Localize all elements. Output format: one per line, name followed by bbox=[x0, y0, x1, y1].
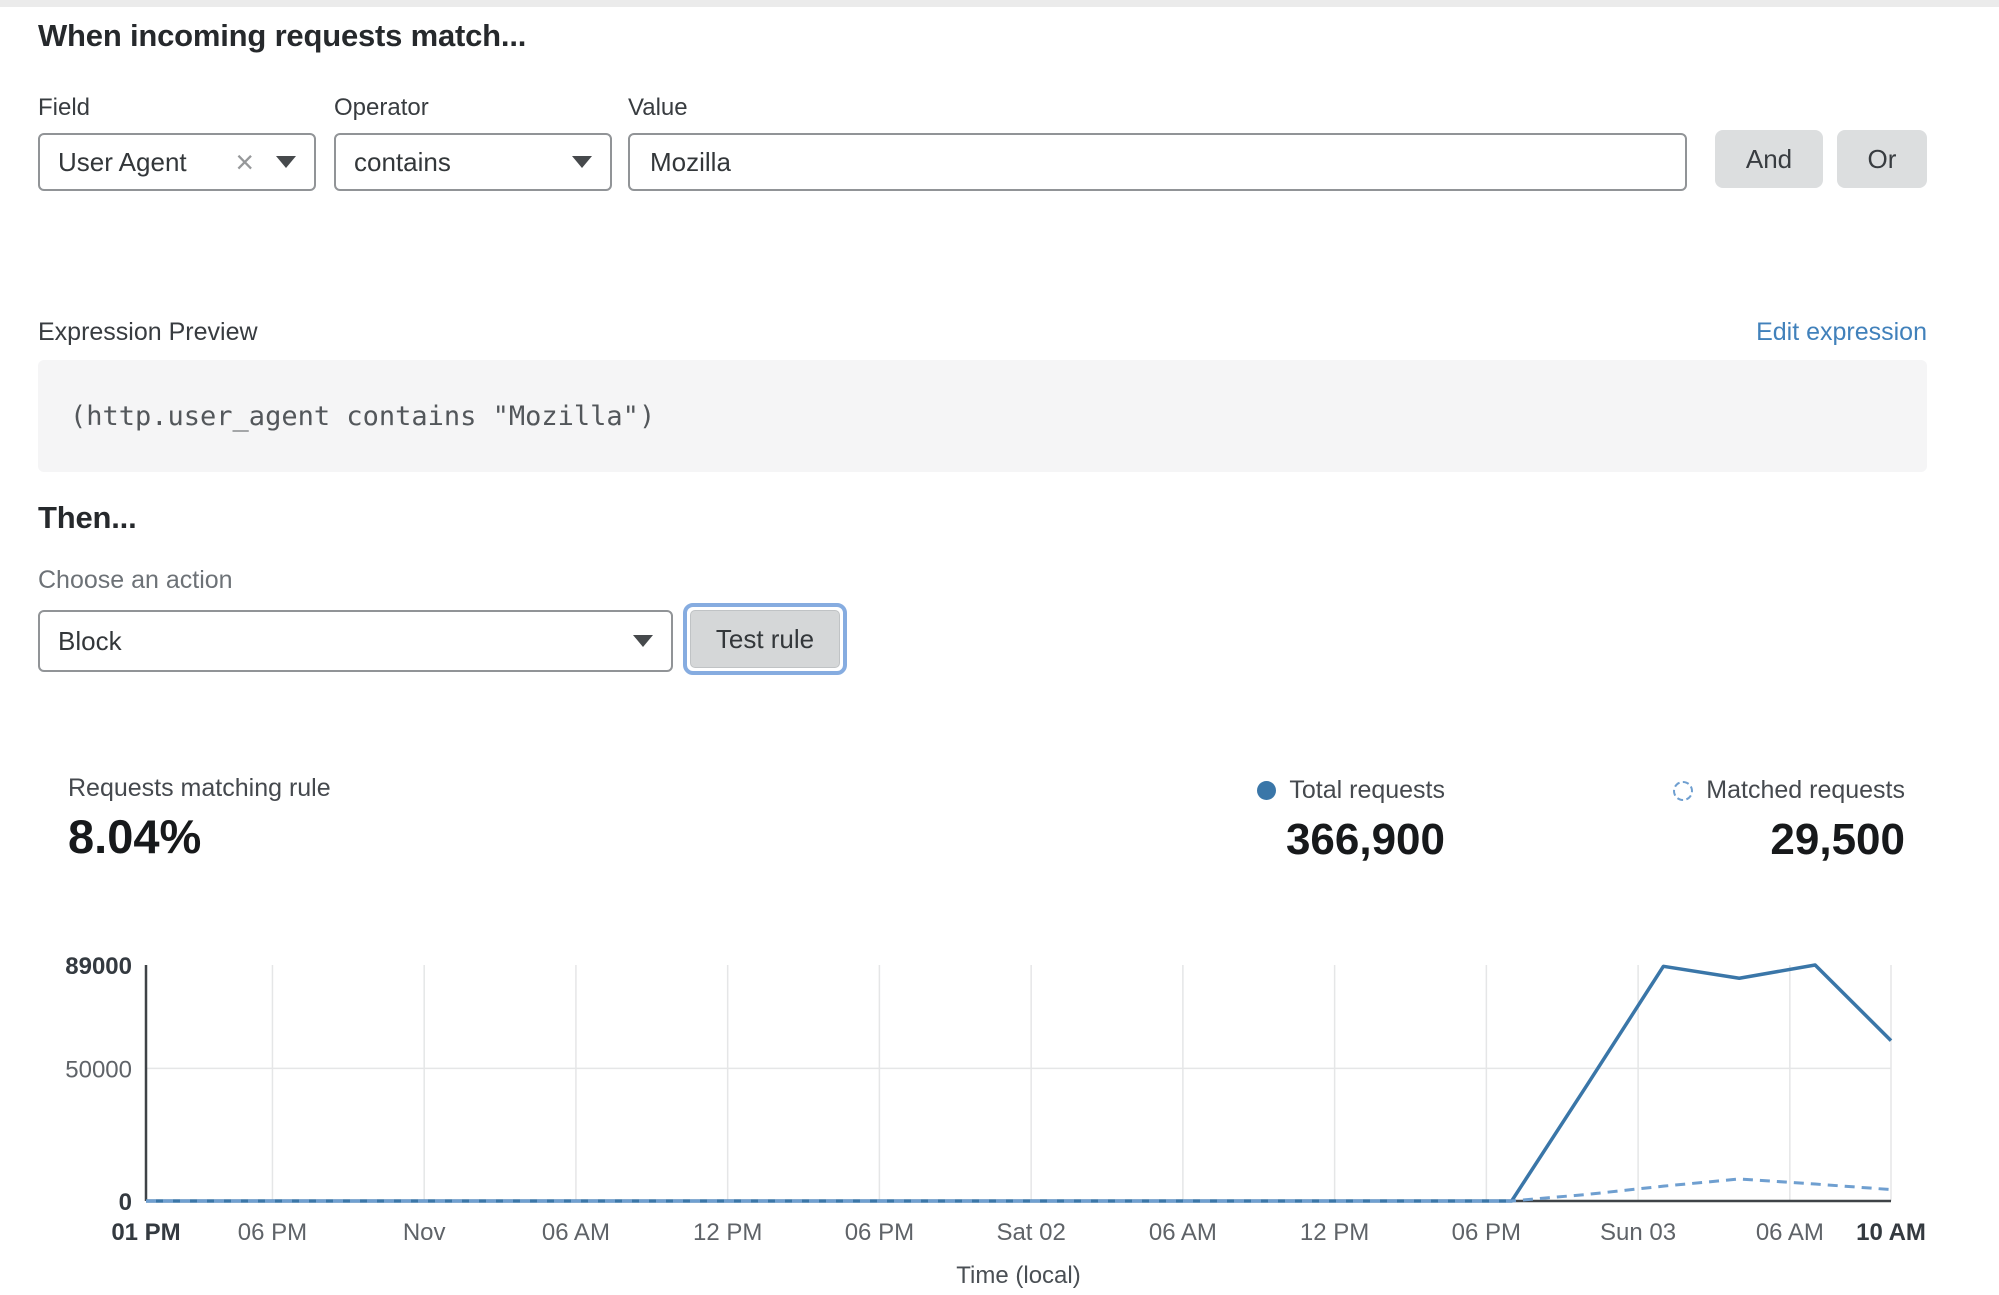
requests-matching-stat: Requests matching rule 8.04% bbox=[68, 774, 331, 864]
matched-requests-stat: Matched requests 29,500 bbox=[1673, 776, 1905, 865]
clear-field-icon[interactable]: × bbox=[235, 144, 254, 180]
operator-select[interactable]: contains bbox=[334, 133, 612, 191]
x-tick-label: 10 AM bbox=[1856, 1219, 1926, 1246]
requests-line-chart: 0 50000 89000 01 PM 06 PM Nov 06 AM 12 PM 06 PM S… bbox=[65, 953, 1926, 1289]
operator-label: Operator bbox=[334, 94, 429, 121]
page-title: When incoming requests match... bbox=[38, 18, 527, 53]
x-tick-label: 06 AM bbox=[542, 1219, 610, 1246]
x-tick-label: 06 PM bbox=[845, 1219, 914, 1246]
x-tick-label: 12 PM bbox=[693, 1219, 762, 1246]
x-tick-label: 06 PM bbox=[238, 1219, 307, 1246]
expression-preview-box: (http.user_agent contains "Mozilla") bbox=[38, 360, 1927, 472]
then-heading: Then... bbox=[38, 500, 137, 535]
value-input-text: Mozilla bbox=[650, 146, 731, 177]
expression-code: (http.user_agent contains "Mozilla") bbox=[70, 400, 656, 432]
chevron-down-icon[interactable] bbox=[572, 156, 592, 168]
expression-preview-label: Expression Preview bbox=[38, 318, 258, 346]
x-tick-label: Sat 02 bbox=[996, 1219, 1065, 1246]
test-rule-button[interactable]: Test rule bbox=[690, 610, 840, 668]
matched-requests-value: 29,500 bbox=[1770, 815, 1905, 864]
x-tick-label: 06 AM bbox=[1756, 1219, 1824, 1246]
or-button[interactable]: Or bbox=[1837, 130, 1927, 188]
chevron-down-icon[interactable] bbox=[276, 156, 296, 168]
top-divider bbox=[0, 0, 1999, 7]
edit-expression-link[interactable]: Edit expression bbox=[1756, 318, 1927, 346]
action-select-value: Block bbox=[58, 625, 122, 656]
y-tick-label: 50000 bbox=[65, 1056, 132, 1083]
x-tick-label: Sun 03 bbox=[1600, 1219, 1676, 1246]
x-tick-label: Nov bbox=[403, 1219, 446, 1246]
x-tick-label: 12 PM bbox=[1300, 1219, 1369, 1246]
x-tick-label: 01 PM bbox=[111, 1219, 180, 1246]
choose-action-label: Choose an action bbox=[38, 566, 233, 594]
total-requests-legend-icon bbox=[1257, 781, 1277, 800]
test-rule-focus-ring: Test rule bbox=[683, 603, 847, 675]
field-select[interactable]: User Agent × bbox=[38, 133, 316, 191]
total-requests-stat: Total requests 366,900 bbox=[1257, 776, 1445, 865]
x-axis-title: Time (local) bbox=[956, 1262, 1080, 1289]
y-tick-label: 89000 bbox=[65, 953, 132, 980]
x-tick-label: 06 AM bbox=[1149, 1219, 1217, 1246]
total-requests-value: 366,900 bbox=[1285, 815, 1445, 864]
series-line-dashed bbox=[146, 1177, 1892, 1203]
requests-matching-value: 8.04% bbox=[68, 810, 202, 863]
action-select[interactable]: Block bbox=[38, 610, 673, 672]
x-tick-label: 06 PM bbox=[1452, 1219, 1521, 1246]
value-label: Value bbox=[628, 94, 688, 121]
and-button[interactable]: And bbox=[1715, 130, 1823, 188]
matched-requests-legend-icon bbox=[1673, 780, 1694, 801]
total-requests-label: Total requests bbox=[1289, 776, 1445, 804]
field-label: Field bbox=[38, 94, 91, 121]
chevron-down-icon[interactable] bbox=[633, 635, 653, 647]
requests-matching-label: Requests matching rule bbox=[68, 774, 331, 802]
series-line-solid bbox=[146, 963, 1893, 1203]
y-tick-label: 0 bbox=[119, 1189, 132, 1216]
field-select-value: User Agent bbox=[58, 146, 187, 177]
matched-requests-label: Matched requests bbox=[1706, 776, 1905, 804]
value-input[interactable]: Mozilla bbox=[628, 133, 1687, 191]
operator-select-value: contains bbox=[354, 146, 451, 177]
